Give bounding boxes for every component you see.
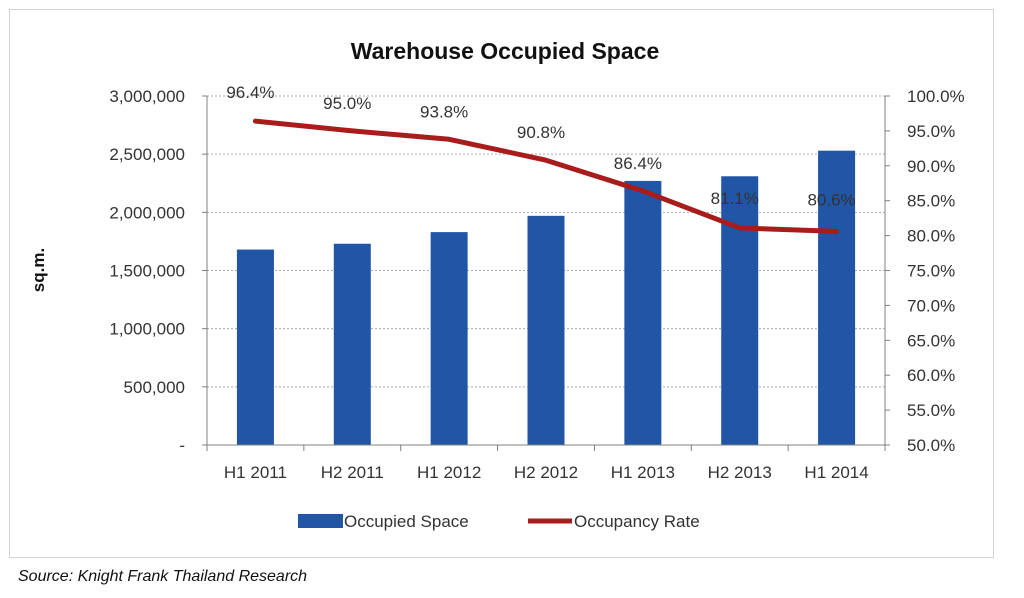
data-label-occupancy-rate: 86.4%	[614, 154, 662, 173]
x-tick-label: H1 2014	[804, 463, 868, 482]
y-tick-label: 500,000	[124, 378, 185, 397]
gridlines	[207, 95, 885, 388]
y-tick-label: 3,000,000	[109, 87, 185, 106]
bar-occupied-space	[818, 150, 856, 445]
bar-occupied-space	[624, 180, 662, 445]
data-label-occupancy-rate: 93.8%	[420, 102, 468, 121]
legend-label-occupancy-rate: Occupancy Rate	[574, 512, 700, 531]
y2-tick-label: 65.0%	[907, 331, 955, 350]
data-label-occupancy-rate: 95.0%	[323, 94, 371, 113]
bar-occupied-space	[721, 176, 759, 445]
bar-occupied-space	[430, 232, 468, 445]
data-label-occupancy-rate: 96.4%	[226, 83, 274, 102]
data-label-occupancy-rate: 81.1%	[711, 189, 759, 208]
legend: Occupied Space Occupancy Rate	[298, 512, 700, 531]
x-tick-label: H1 2012	[417, 463, 481, 482]
y-tick-label: 1,000,000	[109, 320, 185, 339]
y2-tick-label: 95.0%	[907, 122, 955, 141]
y2-tick-label: 60.0%	[907, 366, 955, 385]
y2-tick-label: 90.0%	[907, 157, 955, 176]
x-tick-label: H1 2013	[611, 463, 675, 482]
source-note: Source: Knight Frank Thailand Research	[18, 568, 308, 585]
bar-occupied-space	[333, 243, 371, 445]
y-tick-label: -	[179, 436, 185, 455]
y2-tick-label: 70.0%	[907, 296, 955, 315]
bar-series	[236, 150, 856, 445]
bar-occupied-space	[527, 215, 565, 445]
y2-tick-label: 55.0%	[907, 401, 955, 420]
x-tick-label: H2 2011	[321, 463, 384, 482]
data-label-occupancy-rate: 80.6%	[807, 190, 855, 209]
y2-tick-label: 100.0%	[907, 87, 965, 106]
y2-tick-label: 50.0%	[907, 436, 955, 455]
legend-label-occupied-space: Occupied Space	[344, 512, 469, 531]
x-tick-label: H2 2012	[514, 463, 578, 482]
y-tick-label: 2,500,000	[109, 145, 185, 164]
axes: - 500,000 1,000,000 1,500,000 2,000,000 2,500…	[109, 87, 964, 482]
legend-swatch-occupied-space	[298, 514, 343, 528]
line-occupancy-rate	[252, 118, 840, 234]
y2-tick-label: 80.0%	[907, 227, 955, 246]
data-label-occupancy-rate: 90.8%	[517, 123, 565, 142]
y2-tick-label: 75.0%	[907, 262, 955, 281]
chart-title: Warehouse Occupied Space	[351, 38, 659, 64]
x-tick-label: H2 2013	[708, 463, 772, 482]
y-tick-label: 2,000,000	[109, 203, 185, 222]
line-series: 96.4% 95.0% 93.8% 90.8% 86.4% 81.1% 80.6%	[226, 83, 856, 234]
y2-tick-label: 85.0%	[907, 192, 955, 211]
y-axis-label: sq.m.	[29, 248, 48, 292]
x-tick-label: H1 2011	[224, 463, 287, 482]
y-tick-label: 1,500,000	[109, 262, 185, 281]
bar-occupied-space	[236, 249, 274, 445]
